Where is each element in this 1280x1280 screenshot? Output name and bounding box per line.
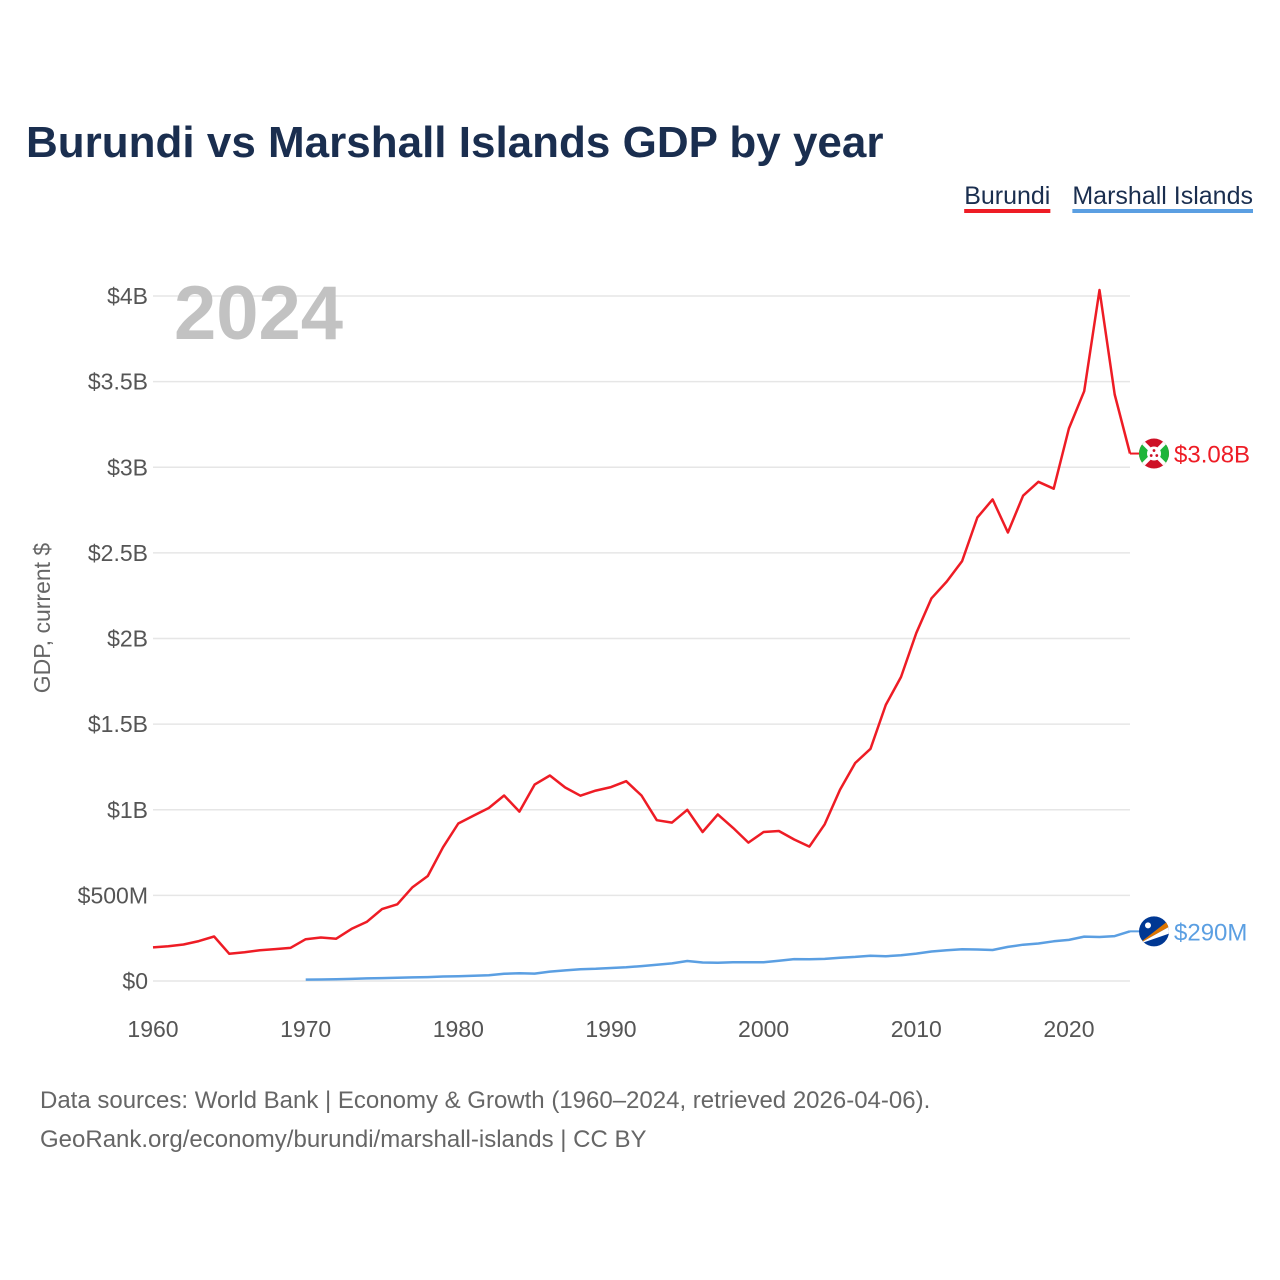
legend-label[interactable]: Burundi xyxy=(964,182,1050,210)
x-tick-label: 1960 xyxy=(127,1016,178,1042)
end-markers: $3.08B $290M xyxy=(1130,438,1250,947)
marshall-islands-flag-icon xyxy=(1139,916,1169,947)
x-tick-label: 1980 xyxy=(433,1016,484,1042)
y-tick-label: $2.5B xyxy=(88,540,148,566)
y-tick-label: $1.5B xyxy=(88,711,148,737)
chart-title: Burundi vs Marshall Islands GDP by year xyxy=(26,118,883,167)
series-lines xyxy=(152,288,1132,981)
legend: Marshall Islands Burundi xyxy=(964,182,1253,213)
x-tick-label: 1970 xyxy=(280,1016,331,1042)
source-line-2: GeoRank.org/economy/burundi/marshall-isl… xyxy=(40,1126,647,1153)
x-tick-label: 1990 xyxy=(585,1016,636,1042)
legend-label[interactable]: Marshall Islands xyxy=(1072,182,1253,210)
y-tick-label: $500M xyxy=(78,882,148,908)
y-axis-label: GDP, current $ xyxy=(29,543,55,694)
y-tick-label: $2B xyxy=(107,626,148,652)
gridlines xyxy=(153,295,1130,982)
end-value-label: $290M xyxy=(1174,919,1247,946)
y-tick-label: $1B xyxy=(107,797,148,823)
series-line-marshall-islands xyxy=(305,930,1131,981)
x-axis-ticks: 1960 1970 1980 1990 2000 2010 2020 xyxy=(127,1016,1094,1042)
burundi-flag-icon xyxy=(1139,438,1169,469)
year-watermark: 2024 xyxy=(174,271,343,356)
end-value-label: $3.08B xyxy=(1174,442,1250,469)
y-tick-label: $0 xyxy=(122,968,148,994)
y-axis-ticks: $0 $500M $1B $1.5B $2B $2.5B $3B $3.5B $4B xyxy=(78,283,148,994)
y-tick-label: $3B xyxy=(107,454,148,480)
x-tick-label: 2000 xyxy=(738,1016,789,1042)
x-tick-label: 2010 xyxy=(891,1016,942,1042)
x-tick-label: 2020 xyxy=(1043,1016,1094,1042)
y-tick-label: $4B xyxy=(107,283,148,309)
y-tick-label: $3.5B xyxy=(88,369,148,395)
series-line-burundi xyxy=(152,288,1132,956)
source-line-1: Data sources: World Bank | Economy & Gro… xyxy=(40,1087,930,1114)
